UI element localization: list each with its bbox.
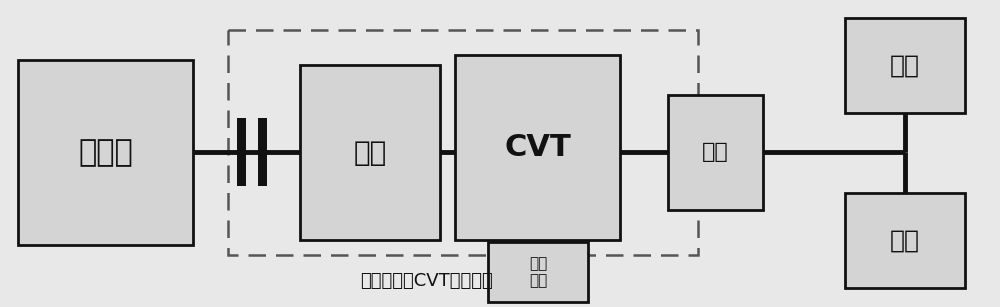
Text: 车轮: 车轮	[890, 53, 920, 77]
Text: 主减: 主减	[702, 142, 729, 162]
Bar	[228, 30, 698, 255]
Text: 车轮: 车轮	[890, 228, 920, 252]
Text: 电机: 电机	[353, 138, 387, 166]
Bar	[488, 242, 588, 302]
Text: 耦合机构与CVT集成设计: 耦合机构与CVT集成设计	[360, 272, 493, 290]
Text: 发动机: 发动机	[78, 138, 133, 167]
Bar	[845, 193, 965, 288]
Bar	[237, 118, 246, 186]
Text: CVT: CVT	[504, 133, 571, 162]
Bar	[845, 18, 965, 113]
Text: 高压
油泵: 高压 油泵	[529, 256, 547, 288]
Bar	[300, 65, 440, 240]
Bar	[668, 95, 763, 210]
Bar	[455, 55, 620, 240]
Bar	[258, 118, 267, 186]
Bar	[18, 60, 193, 245]
